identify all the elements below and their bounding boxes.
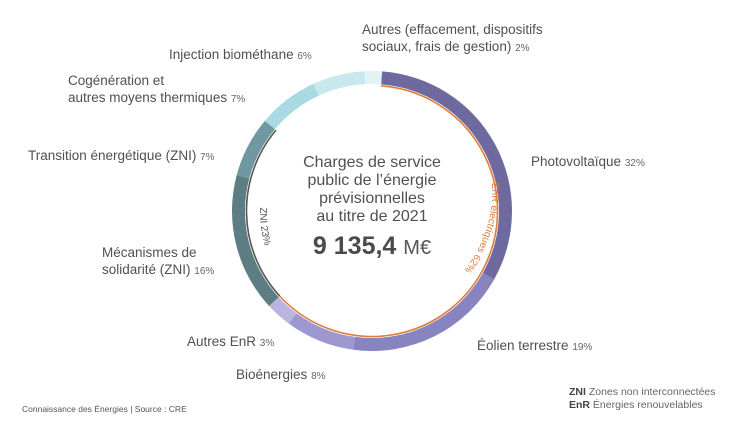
label-name: Transition énergétique (ZNI): [28, 148, 197, 163]
donut-slice-8: [364, 71, 383, 85]
group-arc-0: [279, 85, 499, 338]
center-summary: Charges de service public de l’énergie p…: [272, 154, 472, 261]
group-arcs: [245, 85, 499, 338]
label-biomethane: Injection biométhane 6%: [169, 46, 312, 65]
chart-title-line-2: public de l’énergie: [307, 172, 437, 189]
donut-slice-1: [353, 273, 495, 351]
label-line-1: Cogénération et: [68, 73, 165, 88]
legend-enr: EnR Énergies renouvelables: [569, 399, 703, 411]
group-arc-1: [245, 129, 281, 297]
label-name: Injection biométhane: [169, 47, 294, 62]
label-line-1: Mécanismes de: [102, 245, 197, 260]
donut-slice-3: [269, 297, 297, 324]
donut-slice-7: [313, 71, 366, 96]
donut-slice-5: [236, 120, 275, 179]
label-photovoltaique: Photovoltaïque 32%: [531, 153, 645, 172]
label-mecanismes: Mécanismes de solidarité (ZNI) 16%: [102, 244, 214, 280]
label-line-2: solidarité (ZNI): [102, 262, 191, 277]
total-value: 9 135,4: [312, 232, 397, 260]
label-pct: 8%: [311, 371, 326, 382]
label-autres: Autres (effacement, dispositifs sociaux,…: [362, 21, 543, 57]
label-line-1: Autres (effacement, dispositifs: [362, 22, 543, 37]
total-amount: 9 135,4 M€: [272, 232, 472, 261]
label-bioenergies: Bioénergies 8%: [236, 366, 326, 385]
label-name: Bioénergies: [236, 367, 308, 382]
donut-slice-6: [264, 83, 319, 130]
label-eolien: Éolien terrestre 19%: [477, 337, 592, 356]
group-label-zni: ZNI 23%: [257, 207, 273, 246]
label-name: Éolien terrestre: [477, 338, 569, 353]
donut-slice-0: [381, 71, 512, 280]
label-pct: 19%: [572, 342, 593, 353]
label-line-2: sociaux, frais de gestion): [362, 39, 512, 54]
label-transition: Transition énergétique (ZNI) 7%: [28, 147, 215, 166]
donut-slice-2: [288, 313, 355, 350]
chart-title-line-1: Charges de service: [303, 154, 441, 171]
abbreviation-legend: ZNI Zones non interconnectées EnR Énergi…: [569, 386, 716, 412]
source-credit: Connaissance des Énergies | Source : CRE: [22, 404, 187, 414]
legend-zni: ZNI Zones non interconnectées: [569, 386, 716, 398]
chart-title-line-3: prévisionnelles: [319, 190, 425, 207]
donut-slice-4: [232, 175, 279, 306]
label-pct: 16%: [194, 266, 215, 277]
label-pct: 32%: [624, 158, 645, 169]
label-name: Autres EnR: [187, 334, 257, 349]
chart-title: Charges de service public de l’énergie p…: [272, 154, 472, 226]
label-pct: 7%: [230, 94, 246, 105]
label-autres-enr: Autres EnR 3%: [187, 333, 274, 352]
chart-title-line-4: au titre de 2021: [316, 208, 428, 225]
label-cogeneration: Cogénération et autres moyens thermiques…: [68, 72, 245, 108]
label-pct: 2%: [515, 43, 530, 54]
total-unit: M€: [403, 237, 432, 259]
donut-slices: [232, 71, 512, 351]
label-name: Photovoltaïque: [531, 154, 622, 169]
label-pct: 7%: [200, 152, 215, 163]
label-pct: 6%: [297, 51, 312, 62]
label-line-2: autres moyens thermiques: [68, 90, 228, 105]
label-pct: 3%: [259, 338, 275, 349]
